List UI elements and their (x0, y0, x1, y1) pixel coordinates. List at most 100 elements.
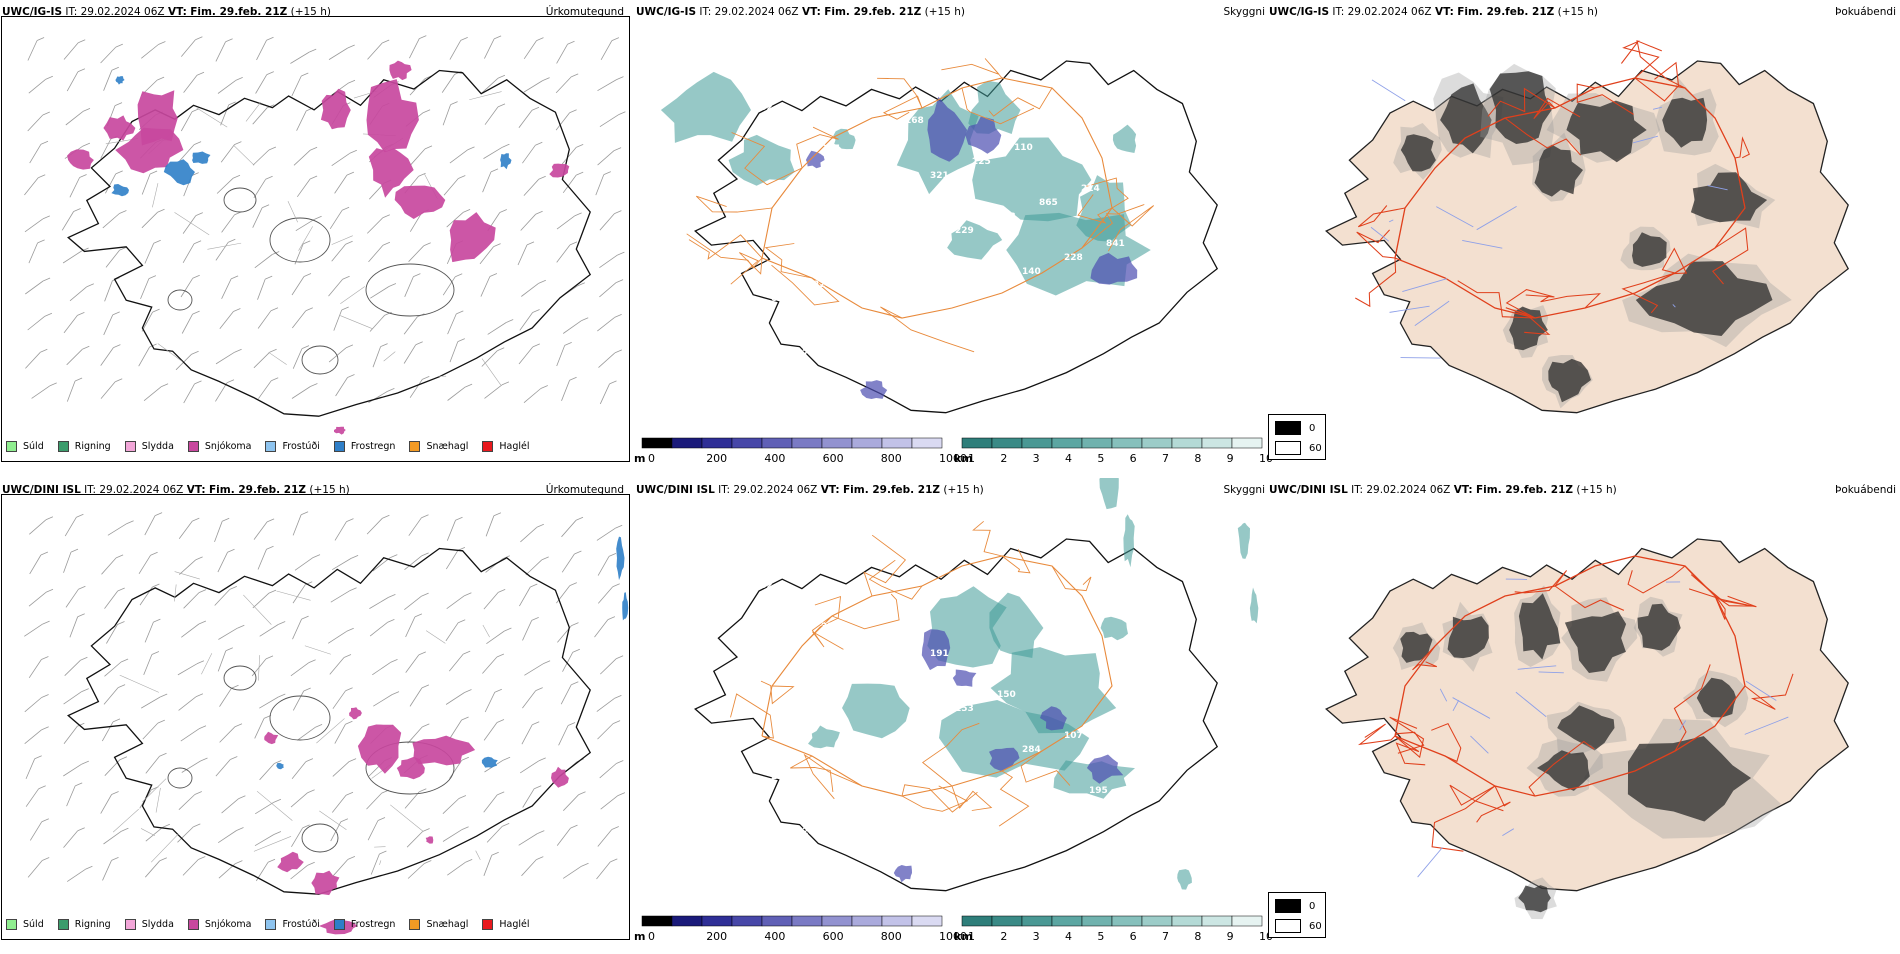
glacier-outlines (113, 572, 489, 865)
wind-barb-flag (227, 380, 234, 383)
colorbar-tick: 0 (648, 930, 655, 943)
visibility-value: 248 (771, 772, 790, 782)
wind-barb (258, 381, 271, 399)
wind-barb (24, 178, 38, 195)
wind-barb (331, 591, 350, 602)
wind-barb-flag (270, 349, 277, 352)
wind-barb-flag (160, 694, 167, 697)
wind-barb (370, 622, 387, 636)
wind-barb (446, 550, 458, 569)
wind-barb-flag (542, 557, 549, 560)
river-line (201, 653, 211, 674)
wind-barb-flag (82, 689, 89, 692)
wind-barb-flag (573, 649, 580, 652)
wind-barb (599, 283, 616, 297)
precip-legend-item: Rigning (58, 438, 111, 454)
visibility-value: 297 (821, 144, 840, 154)
wind-barb-flag (197, 72, 204, 75)
wind-barb (597, 528, 615, 540)
wind-barb (370, 315, 385, 331)
wind-barb (293, 585, 305, 603)
road (696, 196, 772, 212)
road (731, 694, 774, 738)
visibility-area (1238, 523, 1250, 559)
river-line (174, 584, 176, 601)
wind-barb (64, 315, 77, 333)
wind-barb (32, 386, 50, 399)
wind-barb (597, 317, 614, 331)
wind-barb (329, 348, 346, 362)
wind-barb (519, 587, 530, 606)
wind-barb (29, 660, 41, 678)
wind-barb-flag (465, 690, 472, 693)
snow-area (264, 732, 278, 744)
wind-barb (450, 40, 461, 59)
wind-barb-flag (349, 759, 356, 762)
wind-barb (70, 287, 87, 301)
shade-label: 60 (1309, 921, 1322, 932)
wind-barb-flag (115, 103, 122, 106)
wind-barb-flag (419, 36, 426, 39)
wind-barb-flag (77, 312, 84, 315)
wind-barb (563, 175, 576, 193)
wind-barb (332, 153, 350, 165)
wind-barb (335, 175, 347, 193)
colorbar-tick: 200 (706, 930, 727, 943)
wind-barb (64, 692, 82, 705)
colorbar-step (1082, 916, 1112, 926)
colorbar-step (992, 438, 1022, 448)
wind-barb (253, 208, 262, 228)
wind-barb-flag (116, 171, 123, 174)
snow-area (321, 89, 351, 129)
wind-barb-flag (616, 761, 623, 764)
legend-swatch (482, 919, 493, 930)
wind-barb (447, 596, 465, 609)
legend-label: Snjókoma (205, 919, 252, 930)
wind-barb-flag (113, 719, 120, 722)
river-line (156, 788, 160, 813)
wind-barb-flag (155, 513, 162, 516)
wind-barb (562, 380, 570, 401)
wind-barb-flag (306, 759, 313, 762)
wind-barb (556, 586, 569, 604)
wind-barb (598, 724, 614, 740)
wind-barb-flag (565, 342, 572, 345)
visibility-area (1101, 617, 1128, 641)
wind-barb (104, 70, 112, 90)
wind-barb (25, 281, 43, 294)
wind-barb-flag (302, 616, 309, 619)
wind-barb-flag (278, 694, 285, 697)
wind-barb-flag (269, 590, 276, 593)
wind-barb-flag (568, 41, 575, 44)
wind-barb (561, 685, 571, 705)
wind-barb-flag (262, 205, 269, 208)
wind-barb (256, 75, 267, 94)
visibility-value: 140 (1022, 267, 1041, 277)
wind-barb (292, 762, 306, 779)
wind-barb-flag (113, 312, 120, 315)
wind-barb (145, 516, 155, 536)
wind-barb (524, 664, 543, 676)
wind-barb (446, 623, 458, 641)
colorbar-step (792, 916, 822, 926)
wind-barb (557, 245, 570, 263)
wind-barb-flag (502, 823, 509, 826)
colorbar-step (962, 916, 992, 926)
wind-barb-flag (83, 143, 90, 146)
precip-legend-item: Haglél (482, 438, 529, 454)
wind-barb-flag (112, 67, 119, 70)
wind-barb-flag (160, 753, 167, 756)
wind-barb-flag (392, 692, 399, 695)
wind-barb-flag (301, 512, 308, 515)
wind-barb-flag (192, 518, 199, 521)
wind-barb (108, 524, 127, 536)
wind-barb (488, 323, 507, 335)
river-line (1418, 847, 1443, 877)
glacier-outline (224, 666, 256, 690)
wind-barb (216, 42, 226, 62)
road (790, 756, 833, 792)
wind-barb-flag (614, 211, 621, 214)
wind-barb (600, 384, 609, 404)
